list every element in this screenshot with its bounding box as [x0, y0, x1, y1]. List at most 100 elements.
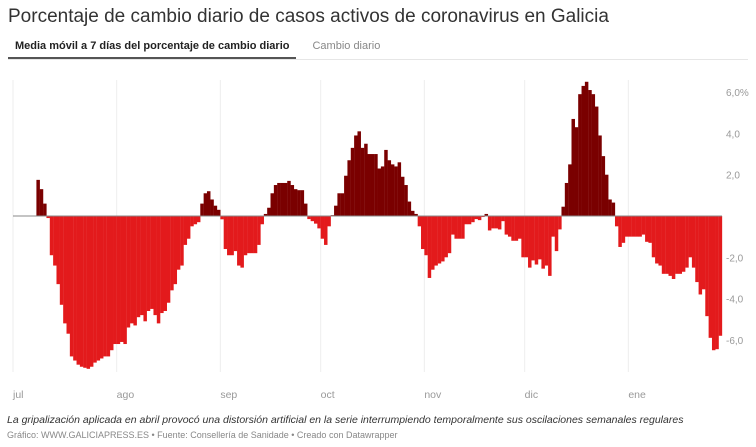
- bar: [404, 185, 408, 216]
- y-tick-label: 2,0: [726, 171, 740, 182]
- bar: [451, 216, 455, 235]
- bar: [427, 216, 432, 278]
- bar: [370, 154, 375, 216]
- bar: [457, 216, 462, 239]
- bar: [120, 216, 124, 342]
- bar: [558, 216, 562, 230]
- bar: [113, 216, 117, 345]
- chart-note: La gripalización aplicada en abril provo…: [7, 414, 684, 426]
- bar: [136, 216, 141, 318]
- bar: [718, 216, 723, 336]
- bar: [130, 216, 134, 324]
- bar: [695, 216, 699, 283]
- bar: [578, 94, 582, 216]
- bar: [126, 216, 131, 328]
- bar: [257, 216, 261, 245]
- bar: [467, 216, 472, 225]
- x-tick-label: ene: [628, 389, 646, 401]
- bar: [364, 143, 368, 216]
- bar: [340, 193, 345, 216]
- bar: [598, 135, 602, 216]
- bar: [109, 216, 114, 351]
- bar: [350, 147, 355, 216]
- bar: [494, 216, 499, 229]
- bar: [421, 216, 425, 250]
- y-tick-label: -6,0: [726, 336, 744, 347]
- bar: [183, 216, 188, 245]
- bar: [116, 216, 121, 345]
- x-tick-label: nov: [424, 389, 442, 401]
- bar: [487, 216, 492, 231]
- bar: [59, 216, 64, 305]
- x-tick-label: ago: [117, 389, 135, 401]
- bar: [464, 216, 468, 225]
- bar: [227, 216, 231, 256]
- bar: [698, 216, 703, 295]
- bar: [387, 160, 392, 217]
- bar: [501, 216, 505, 222]
- bar: [156, 216, 161, 324]
- bar: [471, 216, 475, 223]
- bar: [103, 216, 107, 357]
- bar: [618, 216, 622, 247]
- y-tick-label: -2,0: [726, 253, 744, 264]
- bar: [638, 216, 642, 237]
- bar: [437, 216, 442, 264]
- bar: [79, 216, 84, 367]
- y-tick-label: 6,0%: [726, 88, 749, 99]
- bar: [431, 216, 435, 270]
- bar: [434, 216, 438, 266]
- x-tick-label: jul: [12, 389, 24, 401]
- bar: [313, 216, 318, 224]
- bar: [186, 216, 191, 239]
- tab-daily-change[interactable]: Cambio diario: [312, 40, 381, 52]
- bar: [166, 216, 171, 303]
- x-tick-label: dic: [525, 389, 538, 401]
- bar: [146, 216, 151, 311]
- bar: [531, 216, 535, 261]
- bar: [273, 185, 278, 216]
- bar: [53, 216, 57, 266]
- bar-chart: jul ago sep oct nov dic ene 6,0% 4,0 2,0 -2,0 -4,0 -…: [12, 80, 749, 401]
- bar: [203, 193, 208, 216]
- bar: [324, 216, 328, 245]
- bar: [76, 216, 81, 365]
- bar: [601, 156, 606, 216]
- axes: jul ago sep oct nov dic ene 6,0% 4,0 2,0 -2,0 -4,0 -…: [12, 88, 749, 401]
- bar: [454, 216, 458, 239]
- bar: [591, 94, 596, 216]
- bar: [561, 206, 565, 216]
- bar: [424, 216, 428, 256]
- tab-moving-average[interactable]: Media móvil a 7 días del porcentaje de c…: [8, 38, 297, 59]
- bar: [123, 216, 127, 345]
- bar: [394, 166, 398, 216]
- bar: [240, 216, 244, 268]
- bar: [297, 190, 301, 216]
- bar: [414, 213, 418, 216]
- bar: [481, 216, 485, 218]
- bar: [497, 216, 502, 230]
- bar: [534, 216, 539, 265]
- bar: [678, 216, 683, 274]
- bar: [56, 216, 60, 285]
- bar: [581, 85, 586, 216]
- bar: [347, 160, 351, 217]
- bar: [66, 216, 70, 334]
- bar: [173, 216, 178, 285]
- bar: [354, 135, 358, 216]
- bar: [708, 216, 713, 338]
- bar: [277, 182, 281, 216]
- bar: [36, 179, 40, 216]
- bar: [447, 216, 452, 254]
- bar: [43, 203, 47, 216]
- bar: [253, 216, 258, 254]
- bar: [631, 216, 636, 237]
- bar: [267, 207, 271, 216]
- bar: [491, 216, 495, 229]
- bar: [665, 216, 669, 274]
- bar: [568, 164, 572, 217]
- bar: [614, 216, 619, 227]
- bar: [46, 216, 50, 219]
- bar: [190, 216, 194, 227]
- bar: [641, 216, 646, 235]
